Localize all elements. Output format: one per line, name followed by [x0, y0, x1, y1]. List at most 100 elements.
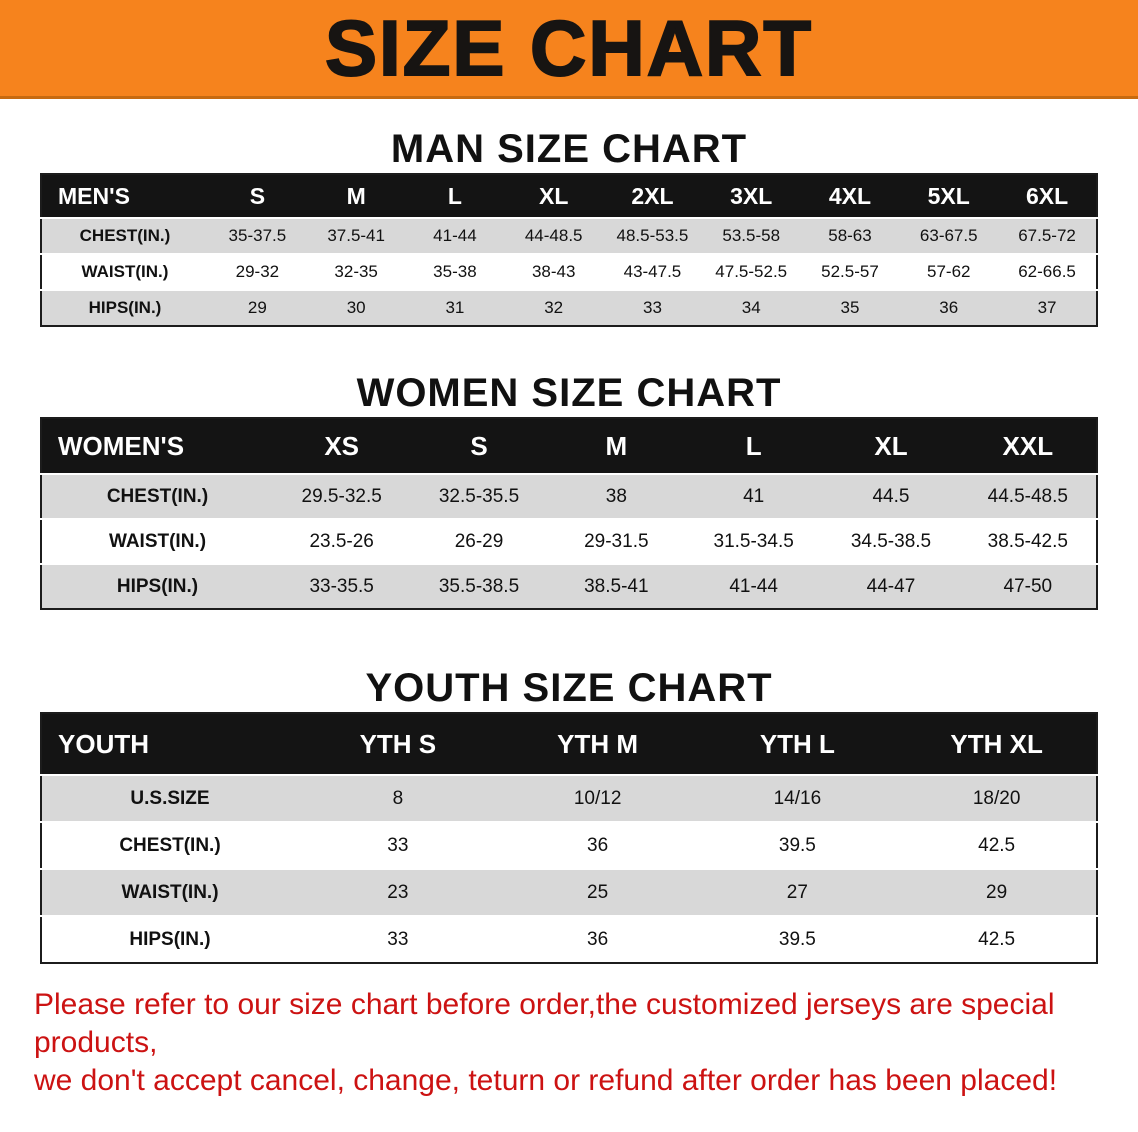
value-cell: 44-47: [866, 575, 916, 597]
size-header-cell: S: [249, 182, 266, 209]
value-cell: 53.5-58: [722, 226, 781, 245]
size-header-cell: 4XL: [828, 182, 872, 209]
value-cell: 34.5-38.5: [850, 530, 932, 552]
value-cell: 29: [247, 298, 267, 317]
size-header-cell: 6XL: [1025, 182, 1069, 209]
value-cell: 39.5: [778, 834, 816, 856]
value-cell: 41-44: [433, 226, 477, 245]
row-label: U.S.SIZE: [130, 787, 210, 809]
youth-size-chart-section: YOUTH SIZE CHART YOUTH YTH S YTH M YTH L YTH…: [0, 664, 1138, 964]
value-cell: 35-37.5: [228, 226, 287, 245]
size-header-cell: YTH L: [759, 728, 835, 759]
value-cell: 38: [605, 485, 627, 507]
table-row: WAIST(IN.) 23 25 27 29: [41, 869, 1097, 916]
men-size-table: MEN'S S M L XL 2XL 3XL 4XL 5XL 6XL CHEST(IN.) 35-37…: [40, 173, 1098, 327]
value-cell: 37.5-41: [327, 226, 385, 245]
section-title-youth: YOUTH SIZE CHART: [365, 666, 773, 710]
table-header-row: MEN'S S M L XL 2XL 3XL 4XL 5XL 6XL: [41, 174, 1097, 218]
value-cell: 43-47.5: [623, 262, 682, 281]
value-cell: 25: [587, 881, 609, 903]
size-header-cell: L: [745, 430, 762, 461]
value-cell: 38.5-41: [584, 575, 649, 597]
size-header-cell: YTH S: [359, 728, 437, 759]
table-header-row: WOMEN'S XS S M L XL XXL: [41, 418, 1097, 474]
size-header-cell: XS: [324, 430, 359, 461]
table-row: U.S.SIZE 8 10/12 14/16 18/20: [41, 775, 1097, 822]
value-cell: 32-35: [334, 262, 378, 281]
value-cell: 23: [387, 881, 409, 903]
table-row: HIPS(IN.) 33 36 39.5 42.5: [41, 916, 1097, 963]
value-cell: 44-48.5: [524, 226, 583, 245]
value-cell: 33: [642, 298, 662, 317]
row-label: CHEST(IN.): [119, 834, 221, 856]
value-cell: 31.5-34.5: [713, 530, 794, 552]
value-cell: 35-38: [433, 262, 477, 281]
row-label: WAIST(IN.): [121, 881, 219, 903]
size-header-cell: XL: [538, 182, 569, 209]
value-cell: 36: [939, 298, 959, 317]
size-header-cell: YTH M: [557, 728, 639, 759]
value-cell: 18/20: [972, 787, 1021, 809]
value-cell: 42.5: [978, 928, 1016, 950]
row-label: WAIST(IN.): [81, 262, 169, 281]
value-cell: 29-32: [235, 262, 280, 281]
value-cell: 57-62: [927, 262, 971, 281]
size-header-cell: L: [447, 182, 462, 209]
section-title-man: MAN SIZE CHART: [390, 127, 748, 171]
size-header-cell: M: [346, 182, 366, 209]
value-cell: 44.5-48.5: [987, 485, 1068, 507]
size-header-cell: XL: [874, 430, 908, 461]
row-label: HIPS(IN.): [129, 928, 211, 950]
value-cell: 39.5: [778, 928, 816, 950]
disclaimer-line: Please refer to our size chart before or…: [34, 988, 1055, 1059]
table-row: CHEST(IN.) 35-37.5 37.5-41 41-44 44-48.5 48.5…: [41, 218, 1097, 254]
value-cell: 38-43: [531, 262, 576, 281]
value-cell: 34: [741, 298, 761, 317]
row-label: HIPS(IN.): [88, 298, 162, 317]
value-cell: 32.5-35.5: [438, 485, 520, 507]
table-row: HIPS(IN.) 29 30 31 32 33 34 35 36 37: [41, 290, 1097, 326]
youth-size-table: YOUTH YTH S YTH M YTH L YTH XL U.S.SIZE 8 10/12…: [40, 712, 1098, 964]
value-cell: 33-35.5: [309, 575, 374, 597]
table-header-row: YOUTH YTH S YTH M YTH L YTH XL: [41, 713, 1097, 775]
man-size-chart-section: MAN SIZE CHART MEN'S S M L XL 2XL 3XL 4XL 5XL 6XL…: [0, 125, 1138, 327]
value-cell: 36: [587, 834, 609, 856]
row-label: CHEST(IN.): [106, 485, 209, 507]
banner-title: SIZE CHART: [324, 4, 813, 92]
value-cell: 41-44: [729, 575, 778, 597]
value-cell: 33: [387, 834, 409, 856]
table-title-cell: MEN'S: [58, 182, 130, 209]
women-size-chart-section: WOMEN SIZE CHART WOMEN'S XS S M L XL XXL CHEST(…: [0, 369, 1138, 610]
size-header-cell: YTH XL: [950, 728, 1043, 759]
value-cell: 30: [346, 298, 366, 317]
value-cell: 31: [445, 298, 465, 317]
value-cell: 62-66.5: [1018, 262, 1076, 281]
value-cell: 29-31.5: [584, 530, 649, 552]
row-label: HIPS(IN.): [116, 575, 199, 597]
disclaimer-line: we don't accept cancel, change, teturn o…: [34, 1064, 1058, 1097]
value-cell: 26-29: [454, 530, 504, 552]
value-cell: 63-67.5: [919, 226, 978, 245]
row-label: WAIST(IN.): [108, 530, 207, 552]
size-header-cell: XXL: [1002, 430, 1054, 461]
section-title-women: WOMEN SIZE CHART: [356, 371, 782, 415]
value-cell: 35.5-38.5: [438, 575, 520, 597]
value-cell: 23.5-26: [309, 530, 374, 552]
table-row: CHEST(IN.) 33 36 39.5 42.5: [41, 822, 1097, 869]
value-cell: 33: [387, 928, 409, 950]
size-header-cell: M: [605, 430, 628, 461]
table-row: WAIST(IN.) 23.5-26 26-29 29-31.5 31.5-34.5 34…: [41, 519, 1097, 564]
value-cell: 27: [786, 881, 808, 903]
table-title-cell: YOUTH: [58, 728, 149, 759]
size-header-cell: 5XL: [927, 182, 970, 209]
value-cell: 8: [392, 787, 404, 809]
value-cell: 67.5-72: [1018, 226, 1076, 245]
size-chart-banner: SIZE CHART: [0, 0, 1138, 99]
value-cell: 47.5-52.5: [715, 262, 788, 281]
value-cell: 58-63: [828, 226, 872, 245]
value-cell: 14/16: [773, 787, 822, 809]
value-cell: 38.5-42.5: [987, 530, 1068, 552]
size-header-cell: S: [470, 430, 488, 461]
women-size-table: WOMEN'S XS S M L XL XXL CHEST(IN.) 29.5-32.5 32.5…: [40, 417, 1098, 610]
value-cell: 10/12: [573, 787, 622, 809]
